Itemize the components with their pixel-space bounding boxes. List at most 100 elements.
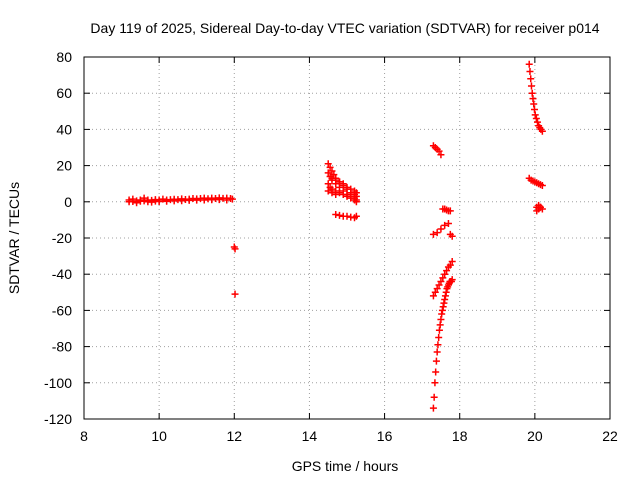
data-point — [429, 230, 437, 238]
data-point — [438, 310, 446, 318]
data-point — [437, 151, 445, 159]
data-point — [441, 292, 449, 300]
data-point — [437, 315, 445, 323]
data-point — [532, 115, 540, 123]
data-point — [538, 127, 546, 135]
series-arc-14 — [429, 258, 456, 300]
data-point — [200, 196, 208, 204]
data-point — [536, 203, 544, 211]
data-point — [155, 197, 163, 205]
series-arc-12 — [429, 220, 452, 238]
data-point — [352, 212, 360, 220]
y-tick-label: -120 — [44, 411, 72, 427]
data-point — [343, 212, 351, 220]
data-point — [328, 189, 336, 197]
data-point — [432, 357, 440, 365]
x-axis-label: GPS time / hours — [292, 458, 399, 474]
data-point — [437, 277, 445, 285]
x-tick-label: 16 — [377, 428, 393, 444]
data-point — [440, 299, 448, 307]
data-point — [328, 167, 336, 175]
data-point — [223, 196, 231, 204]
y-tick-label: -60 — [52, 302, 72, 318]
data-point — [443, 267, 451, 275]
data-point — [431, 379, 439, 387]
data-point — [140, 197, 148, 205]
x-tick-label: 12 — [226, 428, 242, 444]
data-point — [433, 229, 441, 237]
data-point — [347, 185, 355, 193]
data-point — [439, 303, 447, 311]
data-point — [436, 321, 444, 329]
series-arc-19 — [533, 203, 544, 215]
data-point — [352, 198, 360, 206]
axes: 8 10 12 14 16 18 20 22 -120 -100 -80 -60 -40 -20 0 20 40… — [44, 49, 618, 444]
data-point — [441, 221, 449, 229]
data-point — [446, 261, 454, 269]
series-arc-16 — [525, 60, 546, 135]
y-axis-label: SDTVAR / TECUs — [6, 182, 22, 294]
data-point — [527, 82, 535, 90]
data-point — [442, 288, 450, 296]
chart-title: Day 119 of 2025, Sidereal Day-to-day VTE… — [90, 20, 599, 36]
data-point — [324, 169, 332, 177]
data-point — [432, 368, 440, 376]
data-point — [430, 393, 438, 401]
x-tick-label: 18 — [452, 428, 468, 444]
data-point — [328, 174, 336, 182]
data-point — [525, 60, 533, 68]
data-point — [448, 232, 456, 240]
data-point — [159, 195, 167, 203]
data-point — [441, 270, 449, 278]
data-point — [533, 118, 541, 126]
y-tick-label: 0 — [64, 194, 72, 210]
data-point — [335, 178, 343, 186]
data-point — [215, 196, 223, 204]
data-point — [231, 245, 239, 253]
data-point — [444, 220, 452, 228]
series-arc-1b — [125, 196, 231, 207]
data-point — [185, 196, 193, 204]
data-point — [193, 196, 201, 204]
y-tick-label: 60 — [56, 85, 72, 101]
data-point — [129, 197, 137, 205]
y-tick-label: 20 — [56, 158, 72, 174]
data-point — [208, 196, 216, 204]
data-point — [435, 147, 443, 155]
data-point — [332, 176, 340, 184]
data-point — [429, 404, 437, 412]
data-point — [538, 182, 546, 190]
data-point — [433, 348, 441, 356]
data-point — [439, 274, 447, 282]
y-tick-label: -20 — [52, 230, 72, 246]
data-point — [339, 191, 347, 199]
data-point — [446, 207, 454, 215]
x-tick-label: 20 — [527, 428, 543, 444]
data-point — [435, 326, 443, 334]
data-point — [527, 75, 535, 83]
data-point — [438, 306, 446, 314]
data-point — [528, 89, 536, 97]
grid — [84, 57, 610, 419]
data-point — [170, 197, 178, 205]
x-tick-label: 8 — [80, 428, 88, 444]
data-point — [324, 187, 332, 195]
y-tick-label: -80 — [52, 339, 72, 355]
data-point — [343, 192, 351, 200]
series-arc-15 — [429, 276, 456, 412]
data-point — [133, 199, 141, 207]
x-tick-label: 22 — [602, 428, 618, 444]
data-point — [324, 160, 332, 168]
y-tick-label: -40 — [52, 266, 72, 282]
data-point — [324, 180, 332, 188]
y-tick-label: -100 — [44, 375, 72, 391]
series-arc-13 — [446, 230, 456, 240]
data-point — [352, 189, 360, 197]
data-point — [178, 197, 186, 205]
data-point — [435, 334, 443, 342]
data-point — [163, 197, 171, 205]
data-point — [326, 163, 334, 171]
data-point — [433, 285, 441, 293]
data-point — [435, 281, 443, 289]
